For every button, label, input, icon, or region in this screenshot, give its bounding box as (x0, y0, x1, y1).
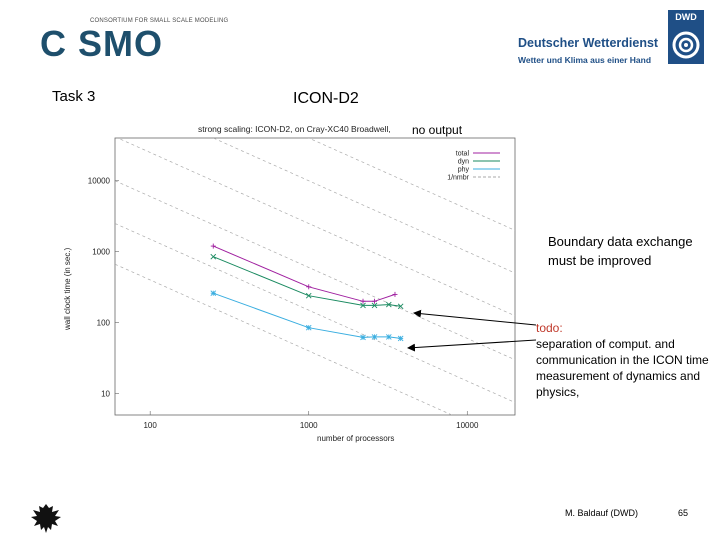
cosmo-wordmark: C SMO (40, 23, 164, 64)
y-tick-label: 10 (101, 390, 110, 399)
data-point-dyn (305, 292, 312, 299)
legend-label-1-nmbr: 1/nmbr (447, 175, 469, 182)
data-point-dyn (385, 301, 392, 308)
legend-label-total: total (456, 151, 470, 158)
dwd-name: Deutscher Wetterdienst (518, 36, 659, 50)
data-point-phy (397, 335, 404, 342)
federal-eagle-icon (31, 504, 61, 533)
ideal-scaling-line (116, 138, 515, 317)
y-tick-label: 1000 (92, 248, 110, 257)
dwd-slogan: Wetter und Klima aus einer Hand (518, 55, 652, 65)
todo-note: todo: separation of comput. and communic… (536, 320, 716, 400)
data-point-total (210, 243, 216, 249)
y-axis-label: wall clock time (in sec.) (63, 247, 72, 331)
data-point-dyn (360, 302, 366, 309)
plot-frame (114, 137, 516, 416)
data-point-total (360, 298, 366, 304)
ideal-scaling-line (307, 138, 515, 231)
ideal-scaling-line (115, 223, 515, 403)
boundary-note: Boundary data exchange must be improved (548, 234, 693, 268)
legend-label-phy: phy (458, 167, 470, 174)
dwd-logo (668, 10, 704, 64)
x-tick-label: 100 (143, 421, 157, 430)
series-line-total (213, 245, 396, 302)
no-output-note: no output (412, 123, 463, 137)
series-line-phy (213, 292, 401, 339)
dwd-badge: DWD (675, 12, 697, 22)
data-point-dyn (397, 303, 404, 310)
series-layer (210, 243, 404, 342)
x-tick-label: 1000 (300, 421, 318, 430)
todo-text: separation of comput. and communication … (536, 337, 709, 399)
data-point-phy (371, 334, 378, 340)
task-label: Task 3 (52, 88, 96, 105)
x-tick-label: 10000 (456, 421, 479, 430)
data-point-phy (385, 334, 392, 340)
y-tick-label: 100 (97, 319, 111, 328)
y-tick-label: 10000 (88, 177, 111, 186)
ideal-scaling-line (115, 263, 453, 415)
ideal-scaling-lines (115, 138, 515, 415)
page-number: 65 (678, 508, 689, 518)
chart-title: strong scaling: ICON-D2, on Cray-XC40 Br… (198, 124, 391, 134)
todo-arrow-phy (407, 339, 537, 352)
x-axis-label: number of processors (317, 434, 394, 443)
data-point-phy (210, 290, 217, 297)
dwd-swirl-icon (672, 31, 700, 59)
axis-ticks: 100 1000 10000 10 100 1000 10000 (88, 177, 479, 430)
ideal-scaling-line (115, 180, 515, 361)
data-point-dyn (210, 253, 217, 260)
data-point-phy (305, 324, 312, 331)
cosmo-subtitle: CONSORTIUM FOR SMALL SCALE MODELING (90, 18, 229, 24)
data-point-total (306, 284, 312, 290)
data-point-total (392, 291, 398, 297)
data-point-dyn (371, 302, 378, 309)
todo-label: todo: (536, 321, 563, 335)
ideal-scaling-line (212, 138, 515, 274)
legend-label-dyn: dyn (458, 159, 469, 166)
footer-author: M. Baldauf (DWD) (565, 508, 639, 518)
slide-title: ICON-D2 (293, 90, 359, 107)
todo-arrow-dyn (413, 309, 537, 326)
data-point-phy (360, 334, 366, 341)
data-point-total (372, 298, 378, 304)
series-line-dyn (213, 256, 401, 307)
